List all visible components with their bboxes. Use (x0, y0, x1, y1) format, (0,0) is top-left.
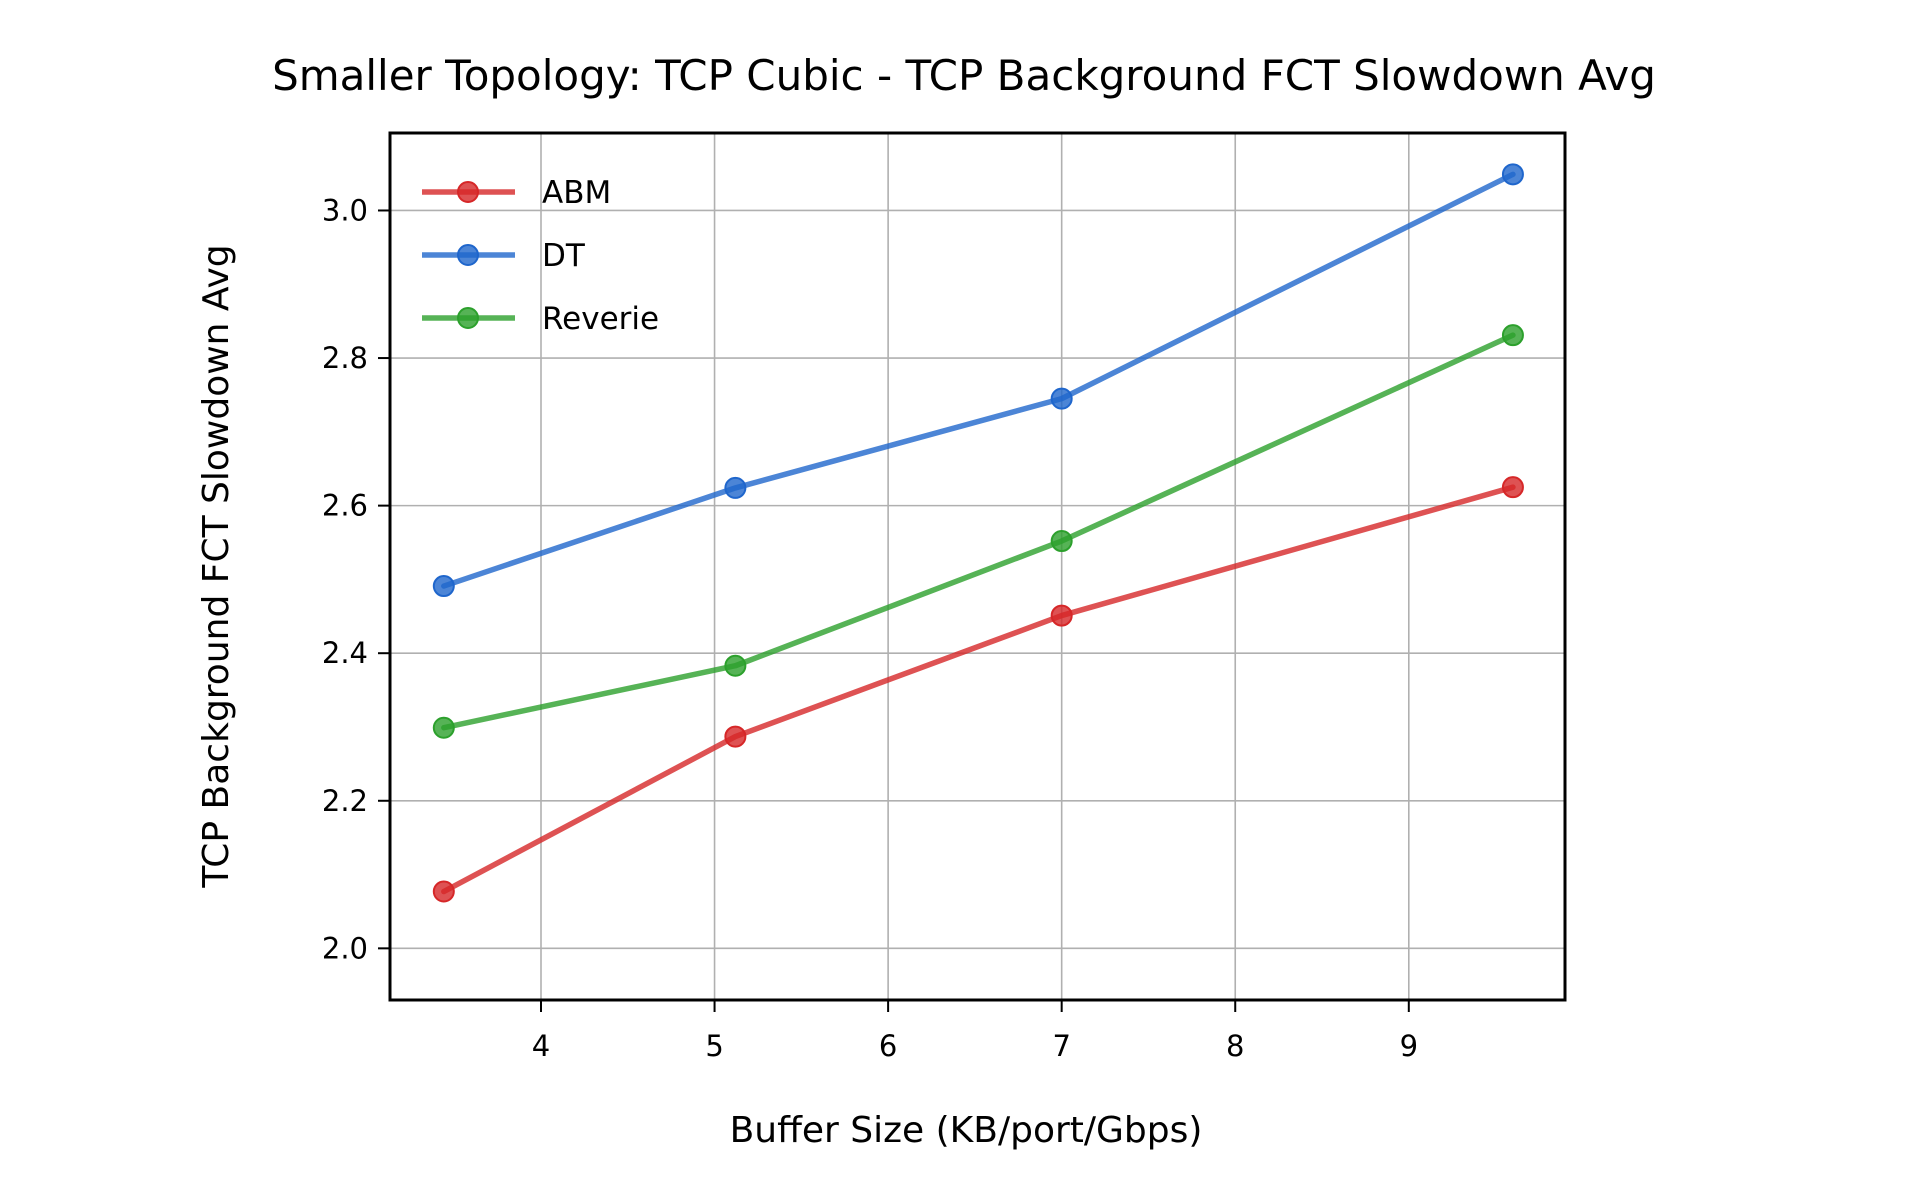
data-point-dt (432, 575, 455, 598)
data-point-reverie (432, 716, 455, 739)
data-point-dt (724, 476, 747, 499)
legend-marker-reverie (457, 307, 479, 329)
data-point-reverie (1050, 530, 1073, 553)
data-point-reverie (1501, 324, 1524, 347)
legend: ABM DT Reverie (422, 175, 659, 337)
x-tick-label: 4 (532, 1029, 550, 1063)
data-point-abm (724, 725, 747, 748)
data-point-reverie (724, 654, 747, 677)
series-group (432, 163, 1524, 903)
x-axis-label: Buffer Size (KB/port/Gbps) (730, 1110, 1203, 1151)
y-tick-label: 3.0 (322, 193, 368, 227)
x-tick-label: 9 (1400, 1029, 1418, 1063)
y-tick-label: 2.4 (322, 636, 368, 670)
legend-marker-abm (457, 181, 479, 203)
axis-ticks: 4 5 6 7 8 9 2.0 2.2 2.4 2.6 2.8 3.0 (322, 193, 1418, 1063)
chart-title: Smaller Topology: TCP Cubic - TCP Backgr… (272, 51, 1656, 100)
plot-frame (388, 131, 1567, 1002)
series-line-abm (441, 484, 1516, 895)
x-tick-label: 5 (705, 1029, 723, 1063)
legend-marker-dt (457, 244, 479, 266)
data-point-abm (1501, 476, 1524, 499)
y-tick-label: 2.6 (322, 489, 368, 523)
series-line-reverie (441, 332, 1516, 731)
data-point-abm (1050, 604, 1073, 627)
legend-label-reverie: Reverie (542, 301, 659, 337)
series-line-dt (441, 171, 1516, 589)
data-point-abm (432, 880, 455, 903)
data-point-dt (1501, 163, 1524, 186)
y-tick-label: 2.2 (322, 784, 368, 818)
y-tick-label: 2.8 (322, 341, 368, 375)
legend-label-abm: ABM (542, 175, 611, 211)
legend-label-dt: DT (542, 238, 586, 274)
data-point-dt (1050, 387, 1073, 410)
y-tick-label: 2.0 (322, 931, 368, 965)
y-axis-label: TCP Background FCT Slowdown Avg (196, 244, 237, 888)
x-tick-label: 7 (1052, 1029, 1070, 1063)
x-tick-label: 8 (1226, 1029, 1244, 1063)
x-tick-label: 6 (879, 1029, 897, 1063)
